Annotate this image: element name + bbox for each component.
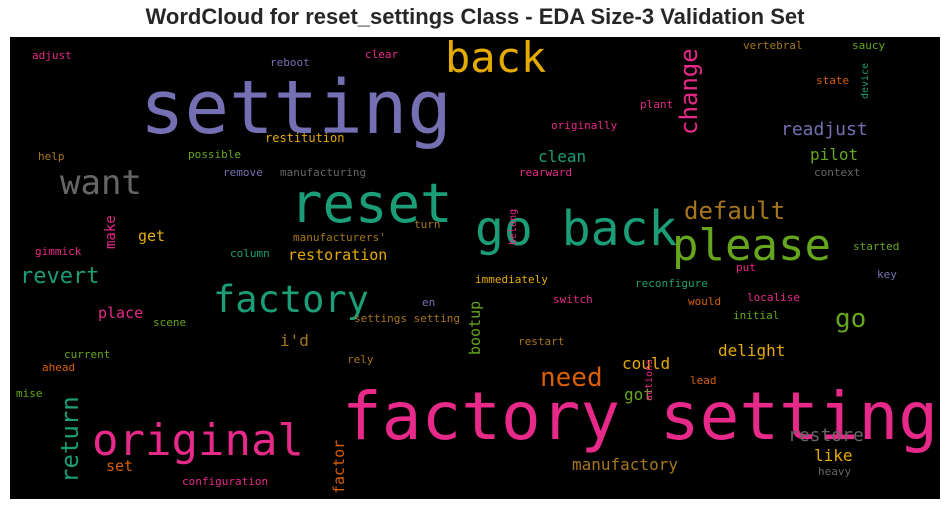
word-original: original [92, 415, 304, 466]
word-could: could [622, 354, 670, 373]
word-actions: actions [644, 359, 655, 401]
word-clear: clear [365, 48, 398, 61]
word-please: please [672, 220, 831, 271]
word-go: go [835, 304, 866, 334]
word-context: context [814, 166, 860, 179]
word-reconfigure: reconfigure [635, 277, 708, 290]
word-setting: setting [140, 65, 452, 151]
word-need: need [540, 363, 603, 393]
chart-title: WordCloud for reset_settings Class - EDA… [145, 4, 805, 29]
word-back: back [445, 37, 546, 82]
word-would: would [688, 295, 721, 308]
word-configuration: configuration [182, 475, 268, 488]
word-lead: lead [690, 374, 717, 387]
word-ahead: ahead [42, 361, 75, 374]
word-rearward: rearward [519, 166, 572, 179]
word-like: like [814, 446, 853, 465]
word-i-d: i'd [280, 331, 309, 350]
word-readjust: readjust [781, 119, 868, 140]
word-manufacturing: manufacturing [280, 166, 366, 179]
word-make: make [103, 215, 119, 249]
word-adjust: adjust [32, 49, 72, 62]
word-place: place [98, 304, 143, 322]
word-key: key [877, 268, 897, 281]
word-restitution: restitution [265, 131, 344, 145]
word-restart: restart [518, 335, 564, 348]
word-manufacturers-: manufacturers' [293, 231, 386, 244]
word-got: got [624, 385, 653, 404]
word-possible: possible [188, 148, 241, 161]
word-belong: belong [508, 209, 519, 245]
word-restoration: restoration [288, 246, 387, 264]
word-started: started [853, 240, 899, 253]
word-factor: factor [330, 440, 348, 494]
word-settings-setting: settings setting [354, 312, 460, 325]
word-manufactory: manufactory [572, 455, 678, 474]
word-pilot: pilot [810, 145, 858, 164]
word-revert: revert [20, 264, 99, 289]
word-rely: rely [347, 353, 374, 366]
word-saucy: saucy [852, 39, 885, 52]
word-scene: scene [153, 316, 186, 329]
word-mise: mise [16, 387, 43, 400]
word-put: put [736, 261, 756, 274]
word-plant: plant [640, 98, 673, 111]
word-default: default [684, 197, 785, 225]
word-go-back: go back [475, 201, 677, 257]
word-gimmick: gimmick [35, 245, 82, 258]
word-immediately: immediately [475, 273, 548, 286]
word-set: set [106, 457, 133, 475]
wordcloud-canvas: setting factory setting reset go back please… [10, 37, 940, 499]
word-return: return [56, 396, 84, 483]
word-turn: turn [414, 218, 441, 231]
word-current: current [64, 348, 110, 361]
word-switch: switch [553, 293, 593, 306]
word-en: en [422, 296, 435, 309]
word-clean: clean [538, 147, 586, 166]
word-reboot: reboot [270, 56, 310, 69]
word-reset: reset [290, 172, 453, 235]
word-factory-setting: factory setting [342, 378, 938, 455]
word-device: device [860, 63, 871, 99]
word-factory: factory [213, 278, 369, 321]
word-vertebral: vertebral [743, 39, 803, 52]
word-initial: initial [733, 309, 779, 322]
word-help: help [38, 150, 65, 163]
word-get: get [138, 227, 165, 245]
word-state: state [816, 74, 849, 87]
word-change: change [675, 48, 703, 135]
word-want: want [60, 163, 142, 203]
word-remove: remove [223, 166, 263, 179]
word-column: column [230, 247, 270, 260]
word-restore: restore [788, 425, 864, 446]
word-bootup: bootup [466, 301, 484, 355]
word-originally: originally [551, 119, 618, 132]
word-delight: delight [718, 341, 785, 360]
word-heavy: heavy [818, 465, 851, 478]
word-localise: localise [747, 291, 800, 304]
